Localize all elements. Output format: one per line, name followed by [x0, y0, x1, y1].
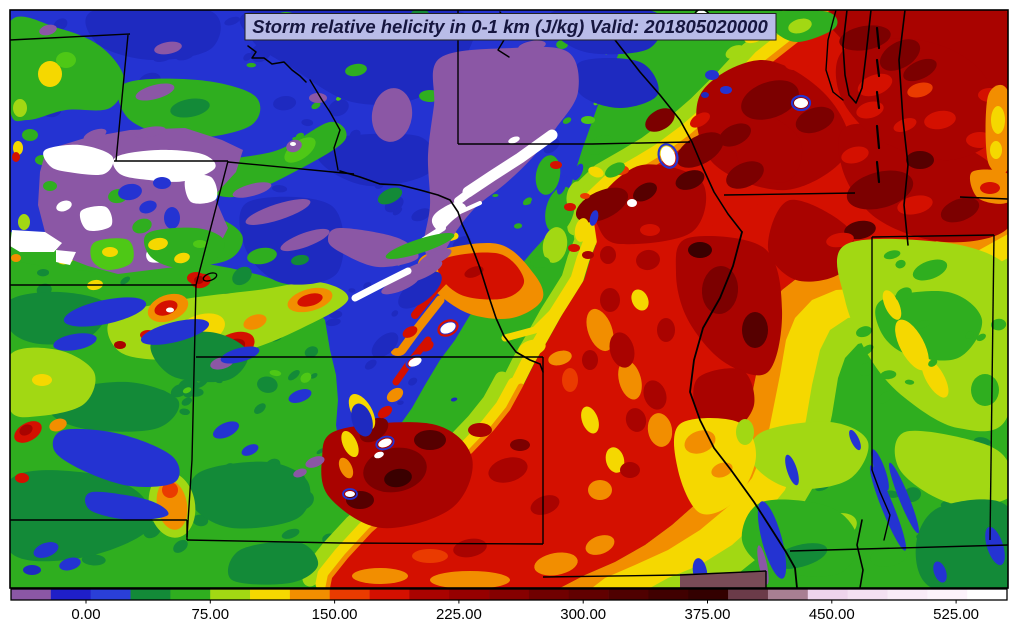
svg-text:300.00: 300.00: [560, 606, 606, 623]
svg-text:375.00: 375.00: [685, 606, 731, 623]
svg-text:450.00: 450.00: [809, 606, 855, 623]
svg-text:225.00: 225.00: [436, 606, 482, 623]
svg-text:150.00: 150.00: [312, 606, 358, 623]
svg-text:0.00: 0.00: [71, 606, 100, 623]
svg-text:Storm relative helicity in 0-1: Storm relative helicity in 0-1 km (J/kg)…: [252, 16, 768, 37]
svg-text:525.00: 525.00: [933, 606, 979, 623]
svg-text:75.00: 75.00: [192, 606, 230, 623]
